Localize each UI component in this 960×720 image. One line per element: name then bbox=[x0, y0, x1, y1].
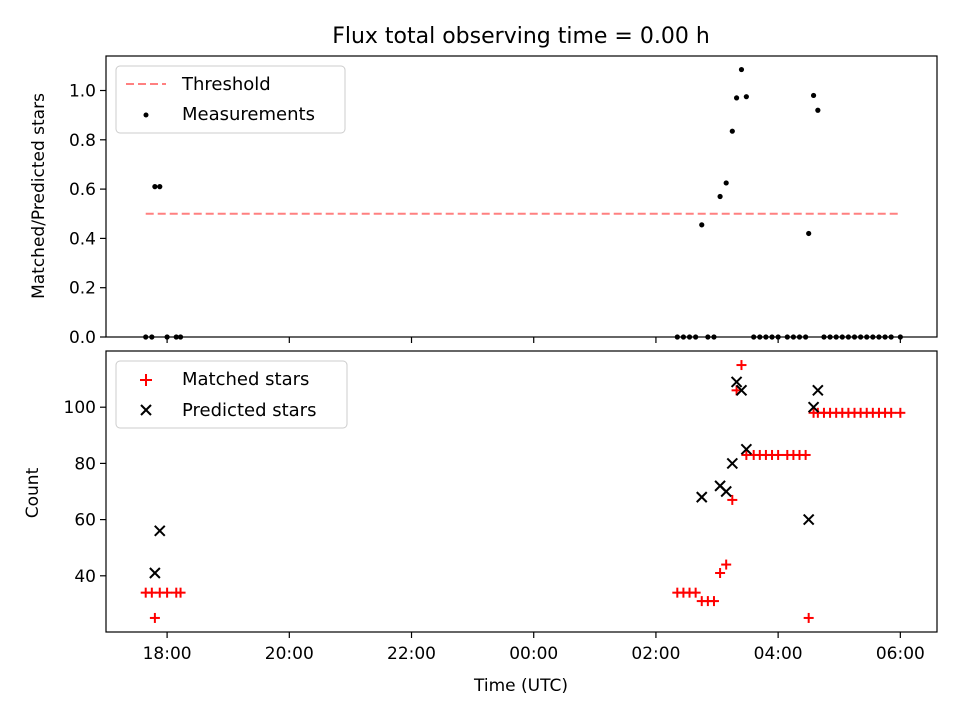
count-legend-box bbox=[115, 360, 348, 429]
predicted-star-point bbox=[726, 457, 739, 470]
chart-title: Flux total observing time = 0.00 h bbox=[332, 24, 710, 49]
predicted-star-point bbox=[154, 525, 166, 537]
ratio-panel-legend: Threshold Measurements bbox=[115, 65, 346, 134]
matched-star-point bbox=[175, 587, 186, 598]
legend-predicted-swatch bbox=[140, 404, 152, 416]
count-y-tick-label: 80 bbox=[74, 454, 96, 474]
predicted-star-point bbox=[730, 376, 743, 388]
ratio-panel-ylabel: Matched/Predicted stars bbox=[29, 93, 49, 299]
count-panel-xlabel: Time (UTC) bbox=[473, 676, 568, 696]
count-x-tick-label: 00:00 bbox=[509, 644, 558, 664]
count-x-tick-label: 18:00 bbox=[143, 644, 192, 664]
measurement-point bbox=[723, 180, 729, 186]
predicted-star-point bbox=[740, 443, 753, 456]
matched-star-point bbox=[773, 449, 784, 460]
predicted-star-point bbox=[807, 401, 820, 413]
predicted-star-point bbox=[720, 485, 732, 498]
measurement-point bbox=[729, 128, 735, 134]
ratio-legend-box bbox=[115, 65, 346, 134]
matched-star-point bbox=[149, 612, 160, 623]
ratio-y-tick-label: 0.4 bbox=[69, 229, 96, 249]
count-x-tick-label: 06:00 bbox=[876, 644, 925, 664]
count-y-tick-label: 60 bbox=[74, 511, 96, 531]
count-panel: 40 60 80 100 18:00 20:00 22:00 00:00 02:00 04:00… bbox=[23, 350, 938, 696]
ratio-y-tick-label: 0.0 bbox=[69, 328, 96, 348]
count-panel-x-ticks: 18:00 20:00 22:00 00:00 02:00 04:00 06:00 bbox=[143, 632, 925, 664]
matched-star-point bbox=[886, 407, 897, 418]
matched-star-point bbox=[727, 494, 738, 505]
matched-star-point bbox=[731, 385, 742, 396]
measurement-point bbox=[738, 66, 745, 73]
matched-star-point bbox=[715, 567, 726, 578]
ratio-y-tick-label: 1.0 bbox=[69, 82, 96, 102]
ratio-y-tick-label: 0.8 bbox=[69, 131, 96, 151]
predicted-star-point bbox=[696, 491, 708, 503]
measurement-point bbox=[733, 95, 740, 101]
measurement-point bbox=[152, 184, 158, 190]
count-panel-marks bbox=[140, 360, 906, 623]
ratio-panel-y-ticks: 0.0 0.2 0.4 0.6 0.8 1.0 bbox=[69, 82, 106, 348]
legend-predicted-label: Predicted stars bbox=[182, 400, 316, 421]
legend-threshold-label: Threshold bbox=[181, 74, 271, 95]
predicted-star-point bbox=[802, 513, 815, 526]
count-x-tick-label: 02:00 bbox=[631, 644, 680, 664]
legend-measurements-label: Measurements bbox=[182, 104, 315, 125]
measurement-point bbox=[806, 230, 812, 237]
legend-matched-swatch bbox=[140, 374, 152, 386]
measurement-point bbox=[717, 193, 723, 200]
count-panel-ylabel: Count bbox=[23, 467, 43, 518]
matched-star-point bbox=[721, 559, 732, 570]
count-panel-legend: Matched stars Predicted stars bbox=[115, 360, 348, 429]
measurement-point bbox=[157, 184, 163, 190]
matched-star-point bbox=[800, 449, 811, 460]
count-x-tick-label: 22:00 bbox=[387, 644, 436, 664]
matched-star-point bbox=[736, 360, 747, 371]
ratio-y-tick-label: 0.6 bbox=[69, 180, 96, 200]
ratio-panel: 0.0 0.2 0.4 0.6 0.8 1.0 Matched/Predicted sta… bbox=[29, 55, 938, 348]
matched-star-point bbox=[803, 612, 814, 623]
count-x-tick-label: 20:00 bbox=[265, 644, 314, 664]
legend-matched-label: Matched stars bbox=[182, 369, 309, 390]
matched-star-point bbox=[895, 407, 906, 418]
legend-measurements-swatch bbox=[143, 112, 149, 118]
measurement-point bbox=[810, 92, 817, 99]
matched-star-point bbox=[162, 587, 173, 598]
count-x-tick-label: 04:00 bbox=[754, 644, 803, 664]
measurement-point bbox=[815, 107, 821, 113]
predicted-star-point bbox=[735, 384, 748, 397]
matched-star-point bbox=[708, 596, 719, 607]
count-panel-frame bbox=[105, 350, 938, 633]
matched-star-point bbox=[690, 587, 701, 598]
measurement-point bbox=[743, 94, 749, 100]
predicted-star-point bbox=[812, 384, 824, 397]
count-y-tick-label: 100 bbox=[64, 398, 96, 418]
ratio-y-tick-label: 0.2 bbox=[69, 279, 96, 299]
count-y-tick-label: 40 bbox=[74, 567, 96, 587]
ratio-panel-frame bbox=[105, 55, 938, 338]
predicted-star-point bbox=[149, 567, 161, 579]
measurement-point bbox=[699, 222, 705, 228]
count-panel-y-ticks: 40 60 80 100 bbox=[64, 398, 106, 587]
